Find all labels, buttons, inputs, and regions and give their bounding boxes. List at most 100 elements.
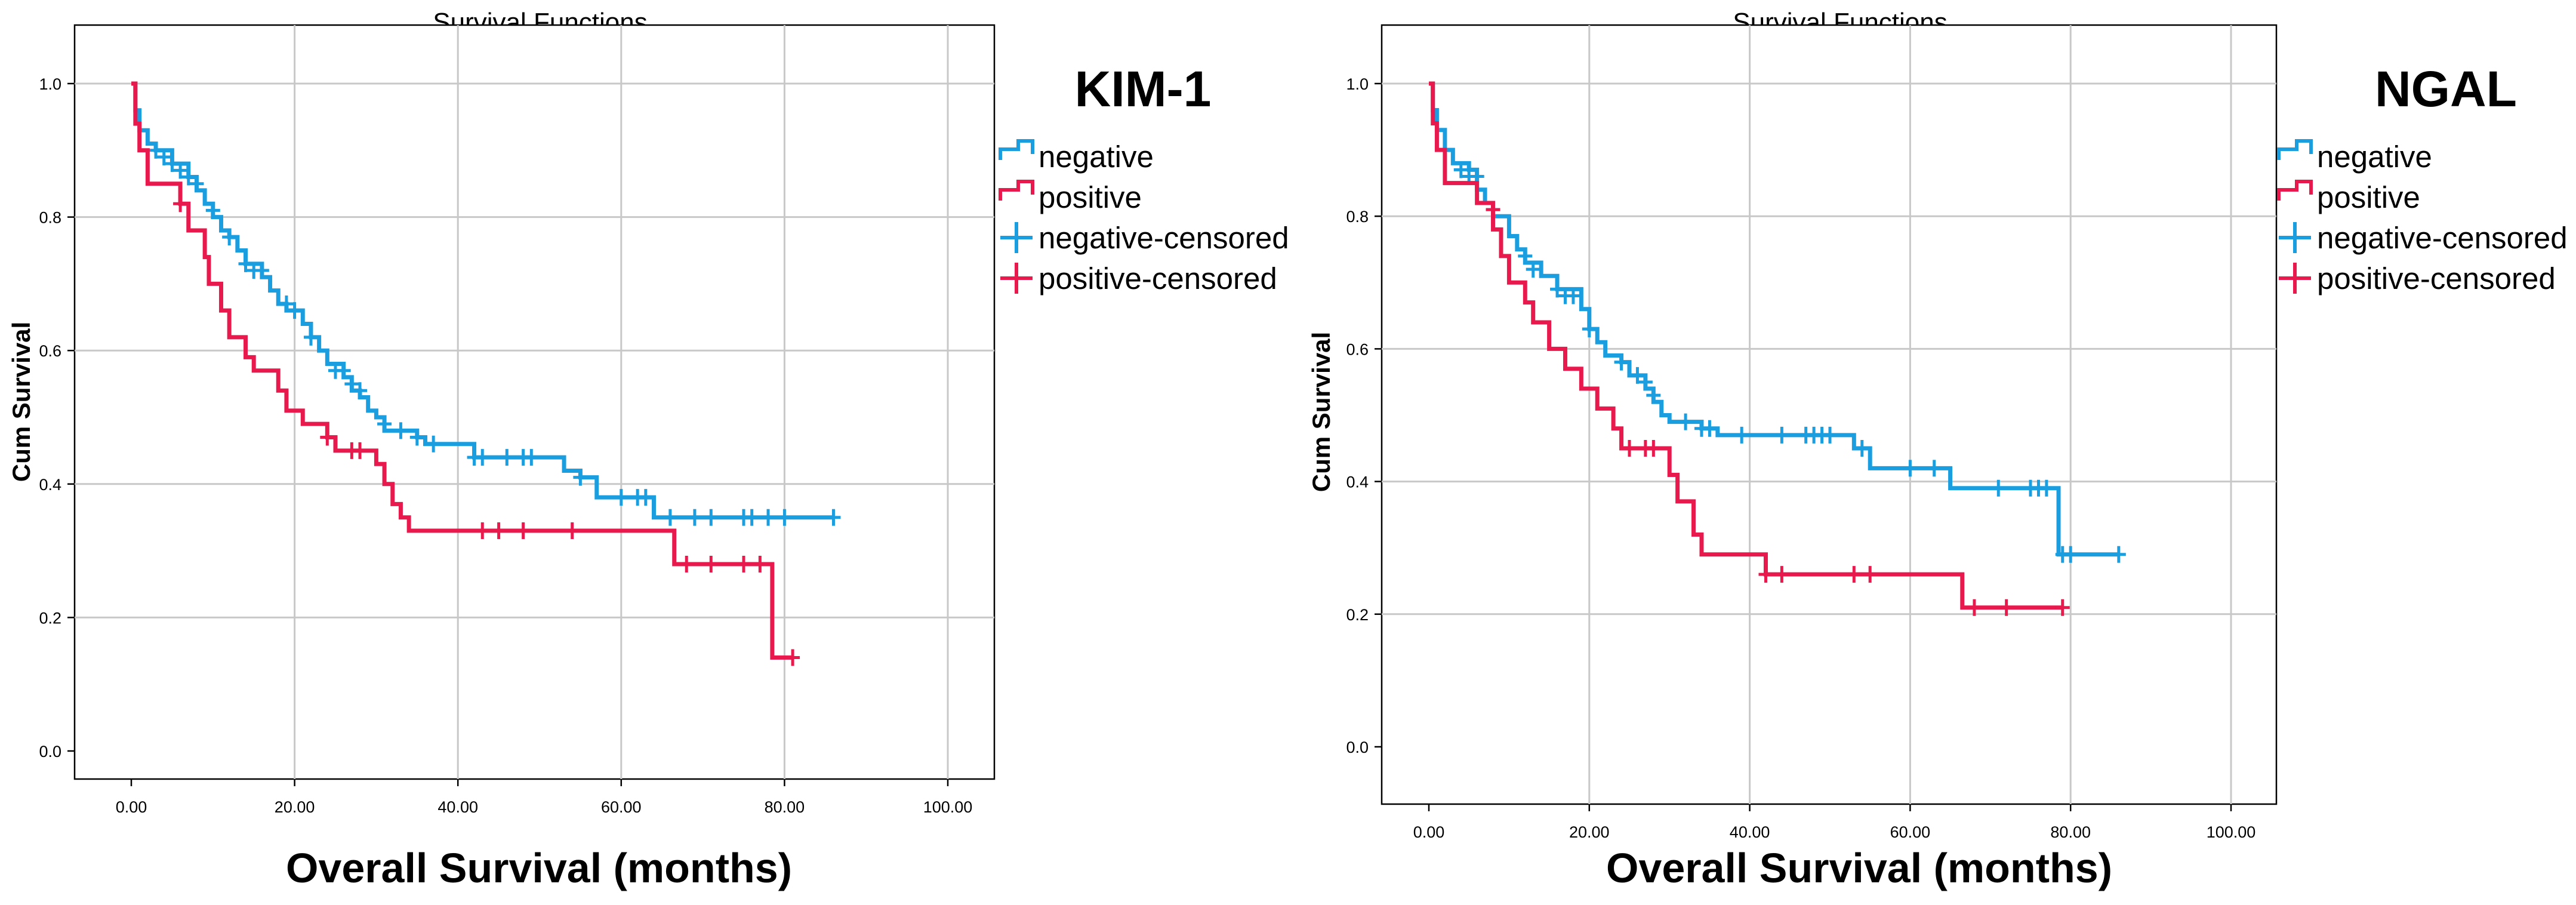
x-axis: 0.00 20.00 40.00 60.00 80.00 100.00 <box>116 779 973 816</box>
censor-mark-negative <box>1702 420 1717 437</box>
censor-mark-negative <box>189 175 204 192</box>
censor-mark-negative <box>344 375 359 393</box>
legend-swatch <box>999 139 1034 160</box>
censor-mark-negative <box>1646 387 1661 404</box>
x-tick-label: 20.00 <box>275 798 315 816</box>
y-tick-label: 1.0 <box>1346 75 1369 93</box>
x-tick-label: 60.00 <box>1890 823 1931 841</box>
censor-mark-negative <box>377 415 392 433</box>
legend-item-negative: negative <box>2277 139 2432 174</box>
legend-swatch <box>1000 263 1033 294</box>
y-axis-title: Cum Survival <box>1307 332 1335 492</box>
censor-mark-positive <box>491 522 506 540</box>
x-tick-label: 0.00 <box>116 798 147 816</box>
grid-lines <box>75 25 994 779</box>
censor-mark-negative <box>1526 261 1540 278</box>
legend-swatch <box>2279 222 2311 253</box>
censor-mark-negative <box>2111 546 2126 563</box>
censor-mark-negative <box>1638 373 1653 390</box>
x-axis-title: Overall Survival (months) <box>1606 845 2112 891</box>
y-tick-label: 0.4 <box>1346 473 1369 491</box>
censor-mark-negative <box>573 469 588 486</box>
x-tick-label: 80.00 <box>765 798 805 816</box>
censor-mark-negative <box>687 509 702 526</box>
legend-label: positive-censored <box>2317 261 2556 295</box>
legend-item-positive-censored: positive-censored <box>1000 261 1277 295</box>
censor-mark-negative <box>1614 353 1629 371</box>
censor-mark-negative <box>1927 460 1942 477</box>
censor-mark-negative <box>165 155 180 173</box>
y-tick-label: 0.6 <box>1346 340 1369 358</box>
y-tick-label: 0.4 <box>39 476 61 494</box>
censor-mark-negative <box>826 509 841 526</box>
censor-mark-negative <box>222 229 237 246</box>
y-tick-label: 1.0 <box>39 75 61 93</box>
censor-mark-negative <box>1566 287 1580 304</box>
censor-mark-negative <box>336 362 351 379</box>
legend-item-positive: positive <box>2277 180 2420 214</box>
censor-mark-positive <box>785 649 800 666</box>
censor-mark-negative <box>2063 546 2078 563</box>
panel-label: NGAL <box>2375 61 2517 117</box>
legend: negative positive negative-censored positiv… <box>999 139 1289 295</box>
censor-mark-negative <box>353 382 368 399</box>
series-line-negative <box>1429 81 2119 557</box>
censor-mark-negative <box>1854 440 1869 457</box>
censor-mark-negative <box>205 202 220 219</box>
censor-mark-negative <box>777 509 792 526</box>
y-axis: 0.0 0.2 0.4 0.6 0.8 1.0 <box>39 75 75 761</box>
grid-lines <box>1382 25 2276 804</box>
censor-mark-positive <box>737 555 751 572</box>
legend-swatch <box>2277 139 2313 160</box>
censor-mark-negative <box>181 168 196 186</box>
censor-mark-positive <box>1486 201 1500 218</box>
chart-panel-ngal: Survival Functions NGAL 0.00 20.00 40.00 60… <box>1307 8 2568 891</box>
legend-label: negative <box>1039 140 1154 174</box>
censor-mark-positive <box>516 522 531 540</box>
censor-mark-positive <box>353 442 368 459</box>
censor-mark-negative <box>1518 247 1533 264</box>
y-tick-label: 0.0 <box>39 743 61 761</box>
y-axis: 0.0 0.2 0.4 0.6 0.8 1.0 <box>1346 75 1382 756</box>
censor-mark-positive <box>173 195 188 213</box>
legend-swatch <box>999 180 1034 201</box>
censor-mark-negative <box>1774 426 1789 444</box>
x-tick-label: 20.00 <box>1569 823 1610 841</box>
legend-swatch <box>2277 180 2313 201</box>
censor-mark-negative <box>475 449 490 466</box>
legend-label: negative-censored <box>1039 221 1289 255</box>
legend-item-negative: negative <box>999 139 1154 174</box>
chart-panel-kim1: Survival Functions KIM-1 0.00 20.00 40.00 6… <box>7 8 1289 891</box>
legend: negative positive negative-censored positiv… <box>2277 139 2568 295</box>
censor-mark-negative <box>156 148 171 165</box>
panel-label: KIM-1 <box>1075 61 1212 117</box>
x-tick-label: 100.00 <box>923 798 973 816</box>
x-tick-label: 0.00 <box>1413 823 1445 841</box>
censor-mark-positive <box>2055 599 2070 616</box>
censor-mark-positive <box>704 555 719 572</box>
censor-mark-negative <box>303 328 318 346</box>
censor-mark-positive <box>1646 440 1661 457</box>
censor-mark-negative <box>1678 413 1693 430</box>
censor-mark-negative <box>638 489 653 506</box>
legend-label: negative <box>2317 140 2432 174</box>
censor-mark-positive <box>1622 440 1637 457</box>
censor-mark-positive <box>1847 566 1862 583</box>
legend-item-positive: positive <box>999 180 1142 214</box>
censor-mark-negative <box>663 509 677 526</box>
censor-mark-negative <box>426 435 441 452</box>
censor-mark-negative <box>1823 426 1837 444</box>
censor-mark-positive <box>753 555 768 572</box>
censor-mark-negative <box>1903 460 1918 477</box>
censor-mark-negative <box>393 422 408 439</box>
legend-label: positive <box>1039 180 1142 214</box>
x-tick-label: 100.00 <box>2207 823 2256 841</box>
censor-mark-negative <box>1582 321 1597 338</box>
censor-mark-positive <box>1967 599 1982 616</box>
censor-mark-negative <box>149 141 164 159</box>
censor-mark-positive <box>1758 566 1773 583</box>
series-line-positive <box>1429 81 2063 610</box>
censor-mark-negative <box>2039 479 2054 497</box>
series-layer <box>1429 81 2126 616</box>
